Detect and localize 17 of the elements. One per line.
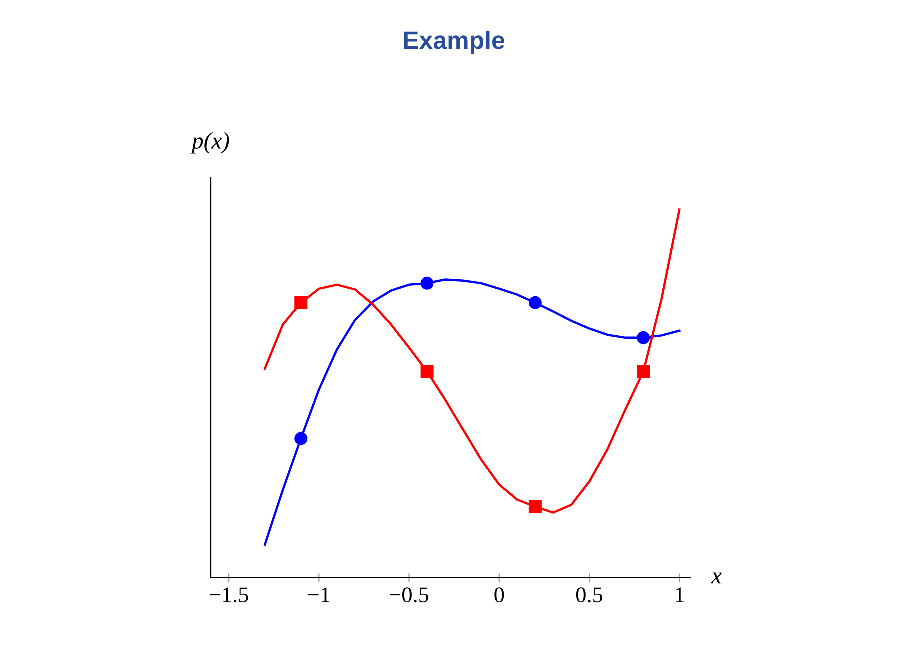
x-axis-title: x [711, 572, 722, 584]
point [637, 331, 650, 344]
y-axis-title: p(x) [190, 132, 230, 154]
x-tick-label: −1 [308, 588, 330, 602]
x-tick-label: −1.5 [210, 588, 248, 603]
point [420, 365, 434, 378]
point [528, 500, 542, 514]
point [294, 296, 308, 310]
point [528, 296, 542, 310]
point [420, 276, 434, 290]
chart-title: Example [404, 30, 505, 54]
x-tick-label: 0 [494, 588, 504, 603]
x-tick-label: 1 [676, 588, 684, 602]
point [637, 365, 650, 378]
point [294, 432, 308, 446]
x-tick-label: 0.5 [576, 588, 603, 603]
x-tick-label: −0.5 [390, 588, 429, 603]
